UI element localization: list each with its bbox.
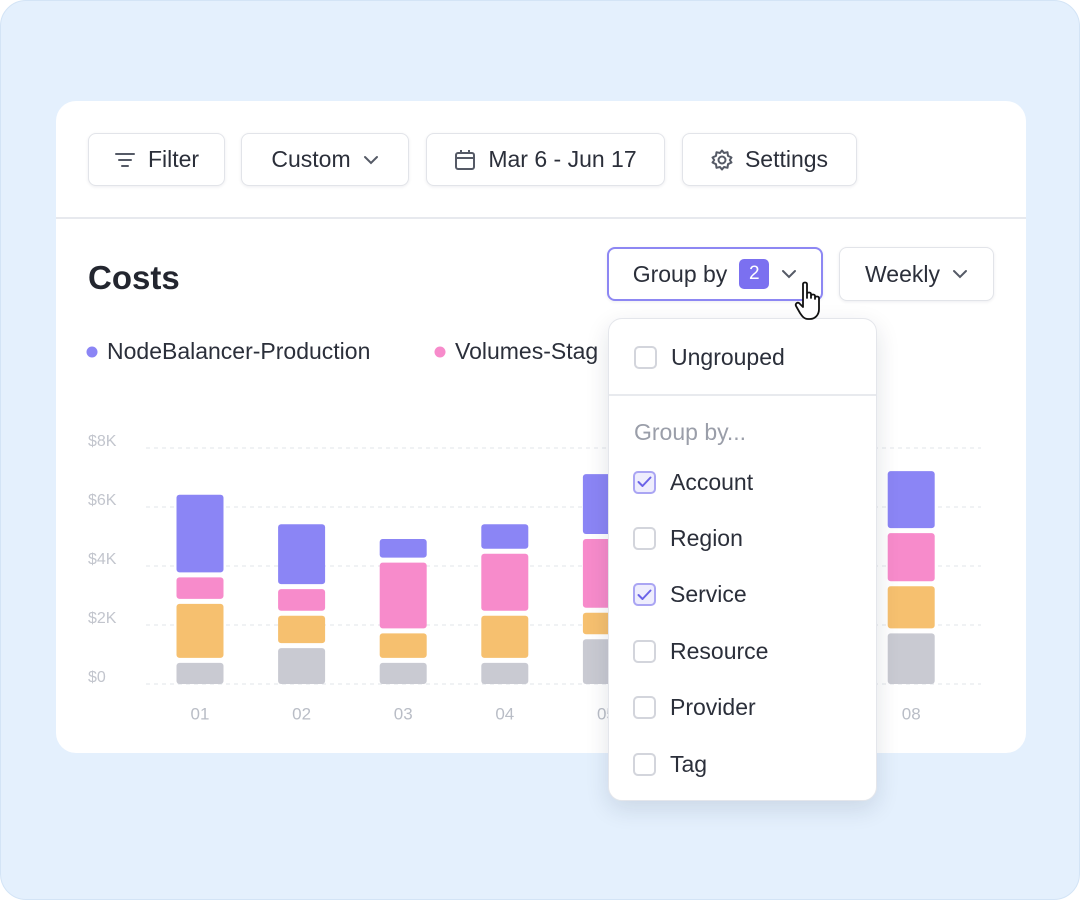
checkbox[interactable] [634,345,657,369]
bar-segment [176,494,224,573]
bar-segment [176,662,224,684]
settings-label: Settings [744,146,829,172]
bar-segment [481,524,529,549]
bar-segment [379,539,427,558]
bar-segment [278,524,326,585]
group-by-menu: Group by... Ungrouped Account Region Servic… [608,318,877,801]
x-tick-label: 08 [902,704,921,723]
checkbox[interactable] [633,583,656,607]
bar-segment [481,662,529,684]
y-tick-label: $0 [88,669,106,686]
y-tick-label: $8K [88,433,117,450]
bar-segment [481,553,529,611]
chevron-icon [782,270,797,279]
bar-segment [887,533,935,582]
preset-button[interactable]: Custom [241,133,409,186]
section-title: Costs [88,259,180,296]
bar-segment [887,586,935,629]
gear-icon [711,149,733,170]
calendar-icon [455,149,476,170]
x-tick-label: 03 [394,704,413,723]
checkmark [637,476,652,487]
legend-dot [86,346,98,358]
x-tick-label: 01 [191,704,210,723]
group-by-button[interactable]: Group by 2 [607,247,823,301]
y-tick-label: $2K [88,610,117,627]
legend-dot [434,346,446,358]
checkbox[interactable] [633,639,656,663]
option-label: Account [670,468,754,495]
preset-label: Custom [271,146,351,172]
bar-segment [481,615,529,658]
bar-segment [176,603,224,658]
filter-icon [114,152,135,167]
date-label: Mar 6 - Jun 17 [488,146,637,172]
filter-button[interactable]: Filter [88,133,225,186]
option-label: Provider [670,694,756,721]
legend-label: NodeBalancer-Production [107,338,370,364]
option-label: Service [670,581,747,608]
group-by-label: Group by [632,260,728,287]
x-tick-label: 04 [495,704,514,723]
bar-segment [278,615,326,644]
interval-button[interactable]: Weekly [839,247,994,301]
settings-button[interactable]: Settings [682,133,857,186]
option-label: Ungrouped [671,343,785,370]
y-tick-label: $6K [88,492,117,509]
bar-segment [379,662,427,684]
checkbox[interactable] [633,526,656,550]
date-button[interactable]: Mar 6 - Jun 17 [426,133,665,186]
bar-segment [176,577,224,599]
bar-segment [278,648,326,684]
bar-segment [379,562,427,629]
y-tick-label: $4K [88,551,117,568]
chevron-icon [953,270,967,279]
pointer-cursor [794,281,820,320]
menu-option[interactable]: Account [633,467,753,497]
option-label: Region [670,524,743,551]
bar-segment [887,471,935,529]
bar-segment [379,633,427,658]
menu-option[interactable]: Provider [633,693,756,723]
legend-label: Volumes-Stag [455,338,598,364]
option-label: Resource [670,637,769,664]
group-by-count: 2 [739,259,770,289]
menu-option[interactable]: Resource [633,636,768,666]
menu-option[interactable]: Ungrouped [634,342,785,372]
checkbox[interactable] [633,696,656,720]
bar-segment [887,633,935,684]
chevron-icon [363,155,378,164]
checkmark [637,589,652,600]
checkbox[interactable] [633,752,656,776]
bar-segment [278,589,326,611]
option-label: Tag [670,750,708,777]
divider [56,217,1026,219]
checkbox[interactable] [633,470,656,494]
filter-label: Filter [147,146,200,172]
menu-option[interactable]: Region [633,523,743,553]
menu-divider [609,394,876,396]
interval-label: Weekly [865,260,940,287]
menu-option[interactable]: Service [633,580,747,610]
menu-heading: Group by... [634,419,747,445]
menu-option[interactable]: Tag [633,749,707,779]
x-tick-label: 02 [292,704,311,723]
